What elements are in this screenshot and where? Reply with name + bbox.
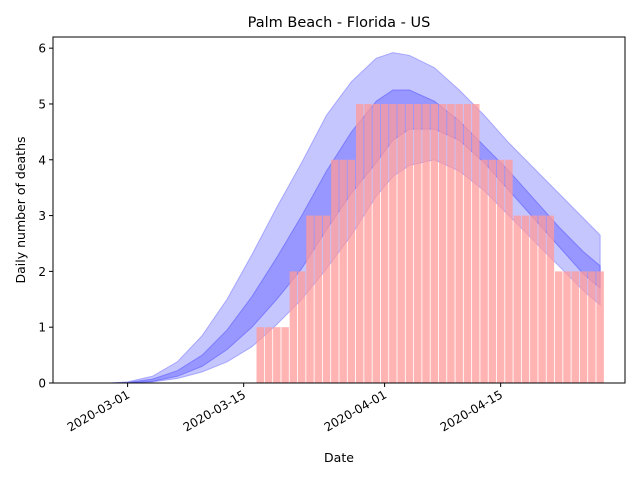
x-tick-label: 2020-03-15 <box>181 387 248 434</box>
bar <box>289 271 298 383</box>
y-tick-label: 0 <box>38 377 46 391</box>
bar <box>554 271 563 383</box>
bar <box>347 159 356 383</box>
bar <box>596 271 604 383</box>
bar <box>422 103 430 383</box>
bar <box>571 271 579 383</box>
x-tick-label: 2020-03-01 <box>65 387 132 434</box>
bar <box>364 103 372 383</box>
bar <box>281 327 289 383</box>
bar <box>405 103 414 383</box>
bar <box>505 159 513 383</box>
chart-title: Palm Beach - Florida - US <box>248 15 431 31</box>
bar <box>513 215 521 383</box>
bar <box>256 327 264 383</box>
bar <box>455 103 463 383</box>
y-tick-label: 4 <box>38 153 46 167</box>
bar <box>588 271 596 383</box>
bar <box>538 215 546 383</box>
x-axis-label: Date <box>324 450 354 465</box>
bar <box>372 103 381 383</box>
bar <box>530 215 538 383</box>
bar <box>306 215 314 383</box>
bar <box>480 159 488 383</box>
y-tick-label: 2 <box>38 265 46 279</box>
bar <box>397 103 405 383</box>
axes-frame <box>52 36 626 384</box>
bar <box>331 159 339 383</box>
bar <box>563 271 571 383</box>
bar <box>488 159 497 383</box>
bar <box>430 103 439 383</box>
y-tick-label: 1 <box>38 321 46 335</box>
y-axis-label: Daily number of deaths <box>13 136 28 283</box>
bar <box>273 327 281 383</box>
bar <box>414 103 422 383</box>
bar <box>447 103 455 383</box>
bar <box>355 103 364 383</box>
y-axis-ticks: 0 1 2 3 4 5 6 <box>38 42 53 391</box>
bar <box>546 215 555 383</box>
bars <box>256 103 604 383</box>
bar <box>463 103 472 383</box>
plot-area <box>86 52 604 383</box>
bar <box>389 103 397 383</box>
x-tick-label: 2020-04-15 <box>438 387 505 434</box>
bar <box>297 271 306 383</box>
x-axis-ticks: 2020-03-01 2020-03-15 2020-04-01 2020-04-15 <box>65 383 505 434</box>
y-tick-label: 5 <box>38 97 46 111</box>
bar <box>264 327 273 383</box>
bar <box>438 103 447 383</box>
bar <box>380 103 389 383</box>
bar <box>314 215 322 383</box>
bar <box>496 159 505 383</box>
y-tick-label: 6 <box>38 42 46 56</box>
bar <box>322 215 331 383</box>
bar <box>521 215 530 383</box>
bar <box>579 271 588 383</box>
bar <box>472 103 480 383</box>
y-tick-label: 3 <box>38 209 46 223</box>
bar <box>339 159 347 383</box>
x-tick-label: 2020-04-01 <box>322 387 389 434</box>
